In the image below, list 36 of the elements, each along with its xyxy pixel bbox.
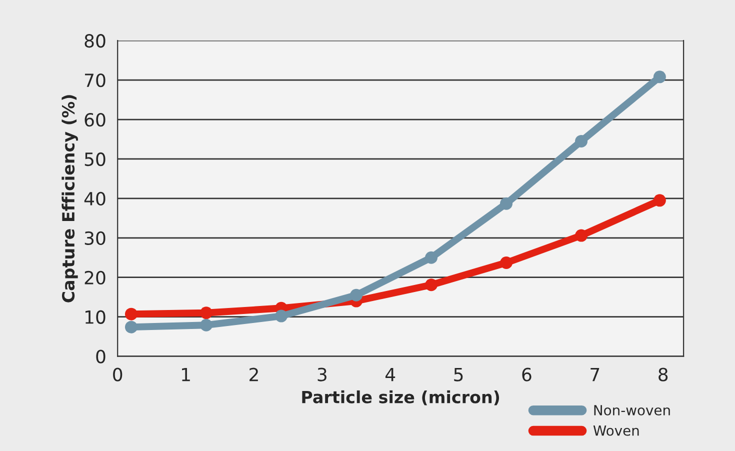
- x-tick-label: 5: [454, 368, 463, 382]
- x-axis-title: Particle size (micron): [302, 390, 500, 406]
- y-tick-label: 70: [84, 74, 106, 88]
- point: [124, 320, 138, 334]
- point: [425, 251, 438, 264]
- point: [275, 310, 288, 322]
- point: [575, 134, 588, 148]
- point: [500, 197, 513, 210]
- point: [124, 308, 138, 320]
- x-tick-label: 8: [658, 368, 668, 382]
- x-tick-label: 6: [522, 368, 532, 382]
- point: [350, 288, 363, 302]
- y-tick-label: 10: [85, 310, 106, 324]
- y-tick-label: 60: [84, 112, 106, 127]
- y-tick-label: 80: [84, 34, 106, 48]
- y-tick-label: 30: [84, 231, 106, 246]
- point: [575, 229, 588, 242]
- y-tick-label: 50: [84, 152, 106, 166]
- point: [500, 256, 513, 270]
- y-axis-title: Capture Efficiency (%): [62, 95, 78, 302]
- x-tick-label: 2: [250, 368, 258, 382]
- y-tick-label: 40: [84, 192, 106, 206]
- y-tick-label: 0: [96, 350, 106, 364]
- x-tick-label: 7: [590, 368, 600, 382]
- x-tick-label: 4: [385, 368, 396, 382]
- point: [653, 194, 666, 207]
- x-tick-label: 3: [318, 368, 326, 382]
- y-tick-label: 20: [84, 270, 106, 284]
- point: [425, 278, 438, 292]
- x-tick-label: 1: [182, 368, 190, 382]
- legend-label: Woven: [593, 425, 639, 436]
- point: [653, 70, 666, 84]
- x-tick-label: 0: [113, 368, 122, 382]
- point: [200, 318, 212, 332]
- legend-label: Non-woven: [594, 405, 670, 416]
- point: [200, 306, 212, 320]
